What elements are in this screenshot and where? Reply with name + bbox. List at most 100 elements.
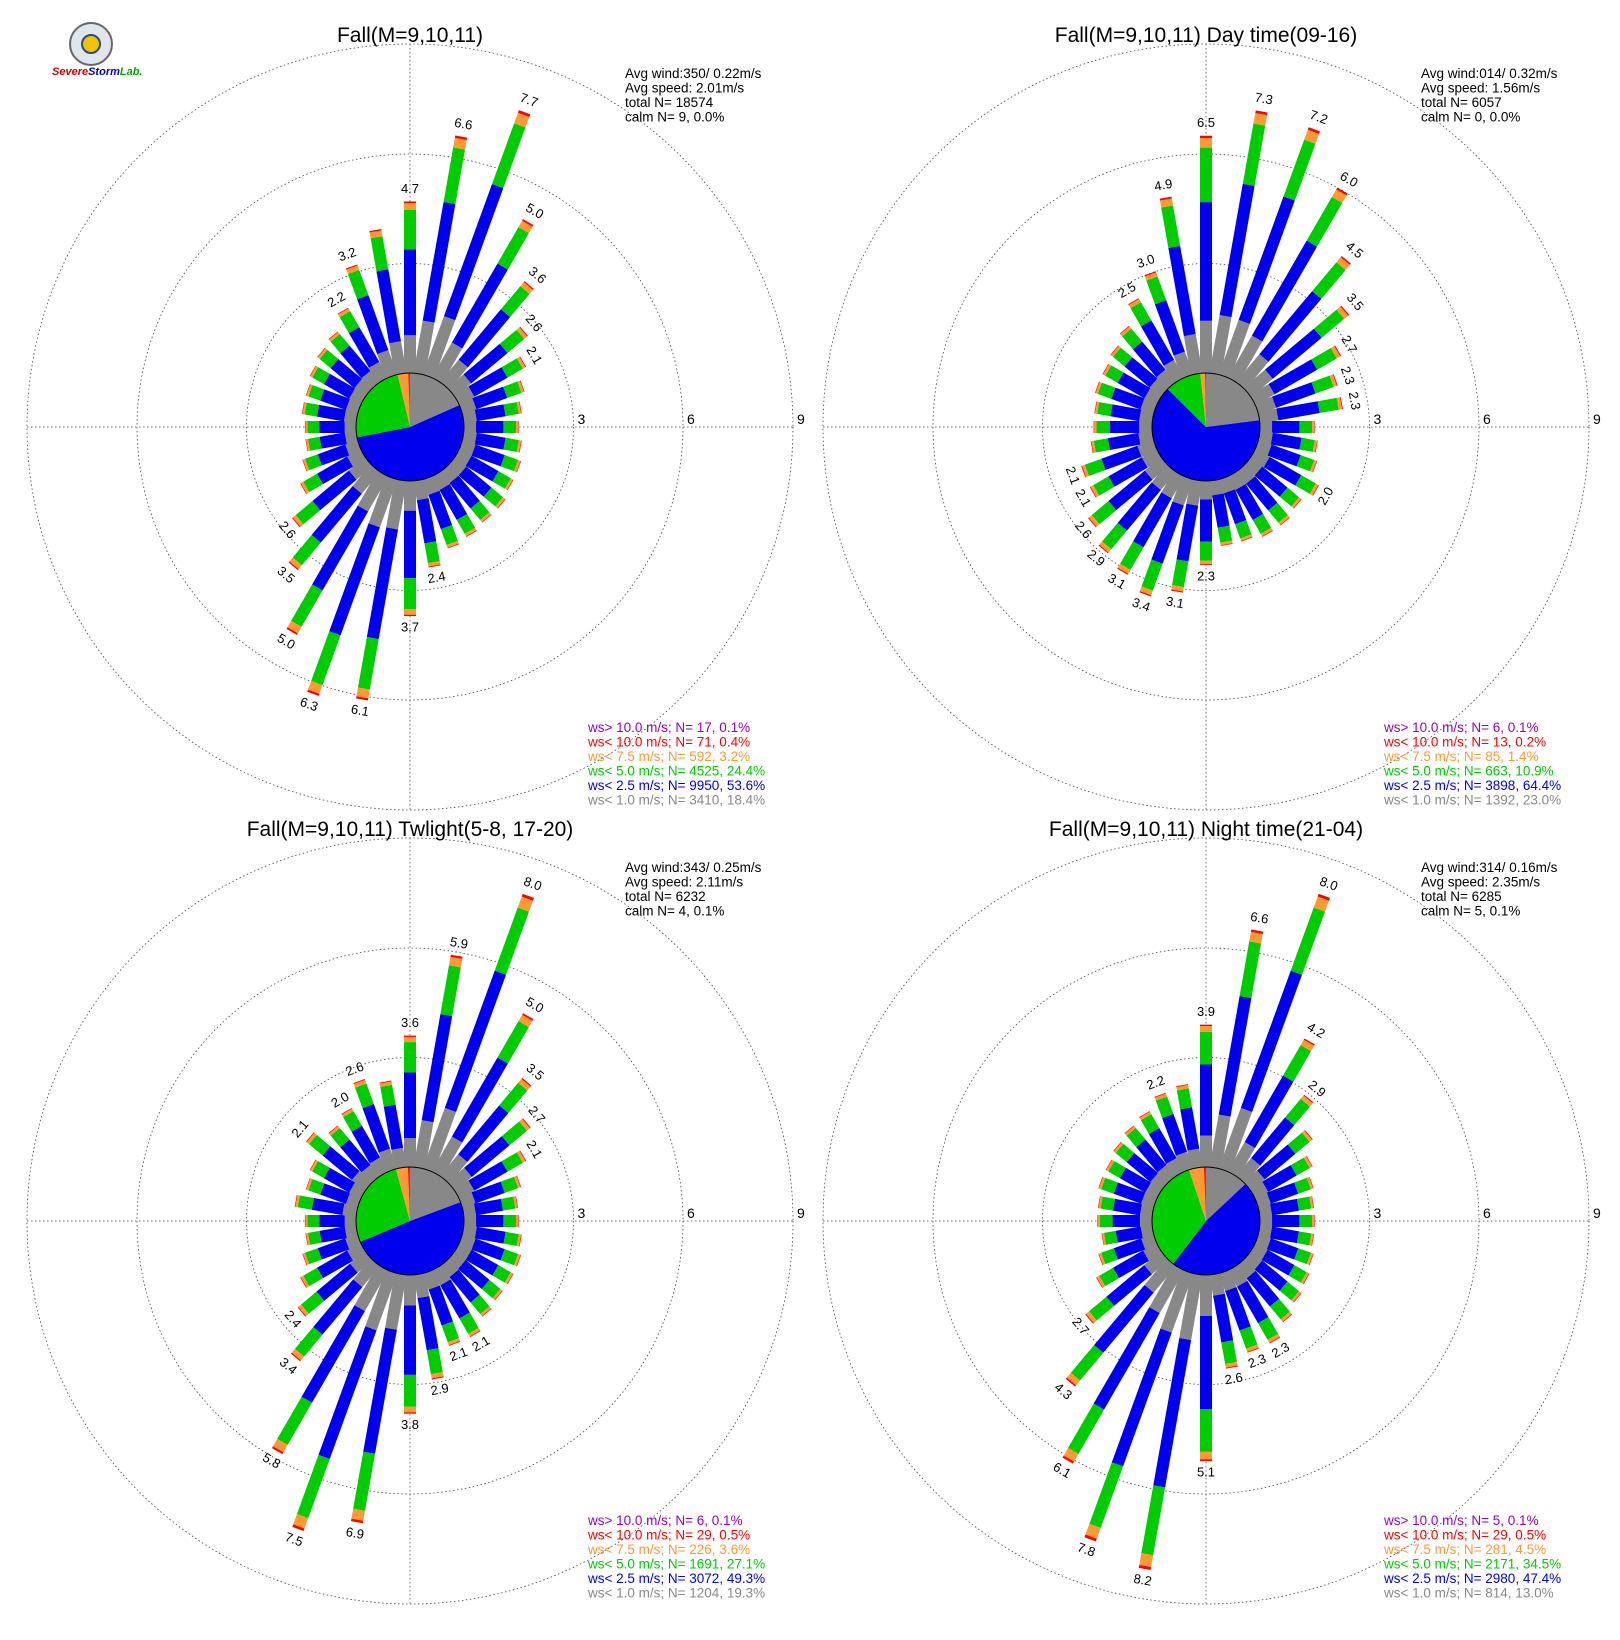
bar-segment xyxy=(1291,497,1302,509)
bar-segment xyxy=(343,1111,362,1132)
bar-segment xyxy=(518,220,533,234)
stats-line: Avg speed: 1.56m/s xyxy=(1421,81,1540,96)
bar-segment xyxy=(1101,445,1142,470)
bar-segment xyxy=(1218,475,1236,494)
bar-segment xyxy=(517,110,531,117)
bar-segment xyxy=(341,1108,354,1118)
bar-segment xyxy=(1340,255,1351,265)
bar-segment xyxy=(1257,1144,1296,1180)
bar-segment xyxy=(516,327,528,339)
bar-segment xyxy=(1258,1224,1273,1239)
bar-segment xyxy=(1096,1275,1106,1288)
pie-slice xyxy=(1204,373,1206,427)
bar-value-label: 5.1 xyxy=(1197,1465,1215,1480)
bar-segment xyxy=(1149,378,1169,397)
bar-segment xyxy=(503,381,522,398)
bar-segment xyxy=(1144,457,1169,480)
bar-segment xyxy=(310,1159,319,1172)
stats-line: Avg wind:314/ 0.16m/s xyxy=(1421,860,1558,875)
pie-slice xyxy=(356,1168,410,1242)
bar-segment xyxy=(1243,457,1263,476)
bar-segment xyxy=(440,464,459,484)
chart-title: Fall(M=9,10,11) Twlight(5-8, 17-20) xyxy=(247,818,574,841)
bar-segment xyxy=(295,501,321,525)
bar-segment xyxy=(1161,470,1185,499)
bar-segment xyxy=(311,1197,345,1216)
bar-segment xyxy=(1156,369,1176,390)
bar-segment xyxy=(1209,1273,1225,1296)
bar-value-label: 2.4 xyxy=(426,568,446,586)
bar-segment xyxy=(1221,1340,1237,1365)
bar-segment xyxy=(306,1178,313,1191)
bar-segment xyxy=(1141,1192,1158,1209)
bar-segment xyxy=(1180,1107,1200,1151)
bar-segment xyxy=(1242,123,1266,186)
bar-segment xyxy=(522,1118,531,1129)
bar-segment xyxy=(1141,559,1163,591)
logo-text: SevereStormLab. xyxy=(52,66,143,78)
bar-segment xyxy=(1132,341,1166,378)
bar-segment xyxy=(1187,1148,1203,1169)
bar-segment xyxy=(1236,1157,1261,1184)
bar-segment xyxy=(1291,1291,1302,1303)
bar-segment xyxy=(323,1167,356,1193)
bar-segment xyxy=(458,397,477,415)
bar-segment xyxy=(308,1179,325,1195)
bar-segment xyxy=(501,1152,523,1172)
bar-segment xyxy=(440,965,461,1017)
bar-segment xyxy=(500,286,530,318)
bar-value-label: 6.0 xyxy=(1337,168,1360,190)
bar-segment xyxy=(523,281,534,290)
bar-segment xyxy=(1225,1361,1238,1368)
bar-segment xyxy=(1144,1251,1169,1275)
bar-segment xyxy=(416,498,437,544)
bar-segment xyxy=(1097,382,1116,399)
bar-segment xyxy=(1249,1181,1269,1200)
bar-segment xyxy=(1276,401,1320,421)
bar-segment xyxy=(361,370,380,390)
bar-segment xyxy=(1309,483,1319,496)
bar-segment xyxy=(1270,432,1302,450)
bar-segment xyxy=(428,1285,453,1326)
bar-segment xyxy=(1148,1127,1177,1165)
stats-line: Avg speed: 2.11m/s xyxy=(625,875,743,890)
bar-segment xyxy=(1171,584,1184,592)
bar-segment xyxy=(447,1167,472,1191)
bar-segment xyxy=(1081,464,1089,478)
ring-label: 9 xyxy=(1593,1205,1601,1221)
pie-outline xyxy=(1151,1166,1261,1276)
bar-segment xyxy=(522,1013,534,1021)
bar-segment xyxy=(1317,397,1339,414)
bar-segment xyxy=(417,1296,439,1351)
bar-segment xyxy=(1089,1296,1115,1321)
bar-value-label: 6.5 xyxy=(1197,115,1215,130)
ring-label: 6 xyxy=(1483,1205,1491,1221)
bar-segment xyxy=(1262,1165,1297,1192)
bar-segment xyxy=(1110,345,1121,357)
wind-rose-panel-4: 3 6 93.96.68.04.22.92.32.32.65.18.27.86.14… xyxy=(822,818,1601,1605)
bar-segment xyxy=(1329,374,1337,387)
bar-segment xyxy=(1117,567,1129,575)
bar-segment xyxy=(492,471,511,489)
bar-segment xyxy=(1068,1403,1105,1454)
bar-segment xyxy=(518,1014,533,1028)
stats-line: calm N= 4, 0.1% xyxy=(625,904,724,919)
bar-segment xyxy=(462,409,477,424)
bar-segment xyxy=(503,402,519,417)
bar-segment xyxy=(1249,448,1270,468)
ring-label: 6 xyxy=(1483,411,1491,427)
bar-segment xyxy=(449,1269,480,1303)
bar-segment xyxy=(308,385,325,401)
bar-segment xyxy=(357,470,389,512)
bar-value-label: 3.5 xyxy=(1344,290,1367,313)
bar-value-label: 5.0 xyxy=(275,630,298,652)
bar-segment xyxy=(500,1196,516,1211)
bar-segment xyxy=(518,1078,531,1091)
bar-segment xyxy=(1097,402,1113,417)
bar-segment xyxy=(1176,503,1199,562)
bar-segment xyxy=(1103,1230,1118,1245)
bar-segment xyxy=(413,320,435,375)
bar-value-label: 3.1 xyxy=(1105,570,1128,592)
bar-segment xyxy=(1117,372,1151,399)
bar-segment xyxy=(1261,1249,1295,1276)
